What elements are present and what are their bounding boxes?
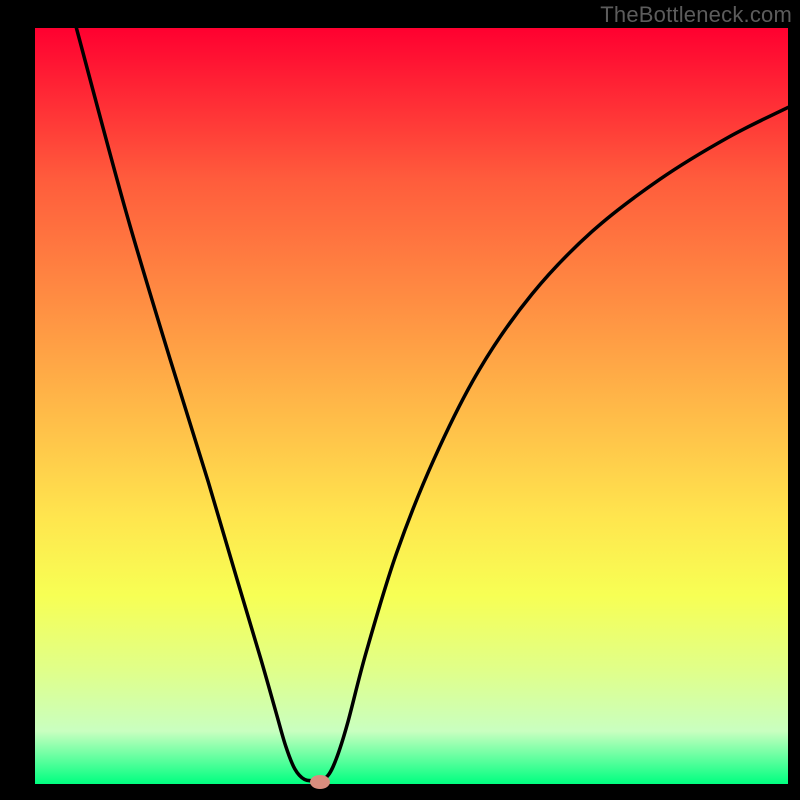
watermark-text: TheBottleneck.com	[600, 2, 792, 28]
chart-container: TheBottleneck.com	[0, 0, 800, 800]
optimal-point-marker	[310, 775, 330, 789]
bottleneck-curve	[0, 0, 800, 800]
